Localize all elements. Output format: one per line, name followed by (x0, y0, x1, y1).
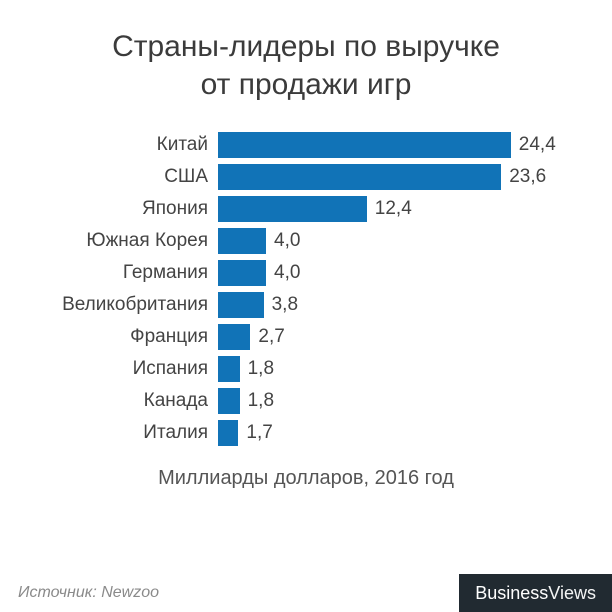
bar-rows: Китай 24,4 США 23,6 Япония 12,4 Южная Корея 4,0… (30, 129, 582, 449)
bar-cell: 4,0 (218, 257, 582, 289)
category-label: Великобритания (30, 294, 218, 316)
category-label: США (30, 166, 218, 188)
bar-row: Япония 12,4 (30, 193, 582, 225)
value-label: 1,7 (246, 422, 272, 444)
chart-title-line2: от продажи игр (201, 68, 412, 101)
value-label: 1,8 (248, 390, 274, 412)
brand-badge: BusinessViews (459, 574, 612, 612)
value-label: 4,0 (274, 262, 300, 284)
chart-container: Страны-лидеры по выручке от продажи игр … (0, 0, 612, 612)
bar-row: Франция 2,7 (30, 321, 582, 353)
bar (218, 164, 501, 190)
bar-cell: 3,8 (218, 289, 582, 321)
bar (218, 324, 250, 350)
category-label: Южная Корея (30, 230, 218, 252)
bar-row: Великобритания 3,8 (30, 289, 582, 321)
value-label: 4,0 (274, 230, 300, 252)
bar (218, 292, 264, 318)
brand-strong: Business (475, 583, 548, 604)
footer: Источник: Newzoo BusinessViews (0, 574, 612, 612)
bar-cell: 4,0 (218, 225, 582, 257)
bar (218, 356, 240, 382)
bar-row: Италия 1,7 (30, 417, 582, 449)
category-label: Китай (30, 134, 218, 156)
bar-cell: 24,4 (218, 129, 582, 161)
bar-cell: 23,6 (218, 161, 582, 193)
bar-cell: 1,7 (218, 417, 582, 449)
category-label: Испания (30, 358, 218, 380)
bar (218, 260, 266, 286)
source-label: Источник: Newzoo (18, 584, 159, 602)
brand-light: Views (548, 583, 596, 604)
bar-cell: 2,7 (218, 321, 582, 353)
bar (218, 228, 266, 254)
bar (218, 420, 238, 446)
value-label: 2,7 (258, 326, 284, 348)
category-label: Япония (30, 198, 218, 220)
bar-cell: 1,8 (218, 385, 582, 417)
bar-row: Китай 24,4 (30, 129, 582, 161)
chart-title-line1: Страны-лидеры по выручке (112, 30, 500, 63)
category-label: Франция (30, 326, 218, 348)
bar-row: США 23,6 (30, 161, 582, 193)
bar (218, 196, 367, 222)
value-label: 23,6 (509, 166, 546, 188)
bar-row: Германия 4,0 (30, 257, 582, 289)
value-label: 24,4 (519, 134, 556, 156)
bar-row: Южная Корея 4,0 (30, 225, 582, 257)
value-label: 12,4 (375, 198, 412, 220)
bar (218, 388, 240, 414)
value-label: 3,8 (272, 294, 298, 316)
bar-cell: 12,4 (218, 193, 582, 225)
category-label: Италия (30, 422, 218, 444)
bar-cell: 1,8 (218, 353, 582, 385)
bar (218, 132, 511, 158)
bar-row: Канада 1,8 (30, 385, 582, 417)
value-label: 1,8 (248, 358, 274, 380)
chart-title: Страны-лидеры по выручке от продажи игр (30, 28, 582, 103)
chart-subtitle: Миллиарды долларов, 2016 год (30, 467, 582, 490)
category-label: Германия (30, 262, 218, 284)
category-label: Канада (30, 390, 218, 412)
bar-row: Испания 1,8 (30, 353, 582, 385)
